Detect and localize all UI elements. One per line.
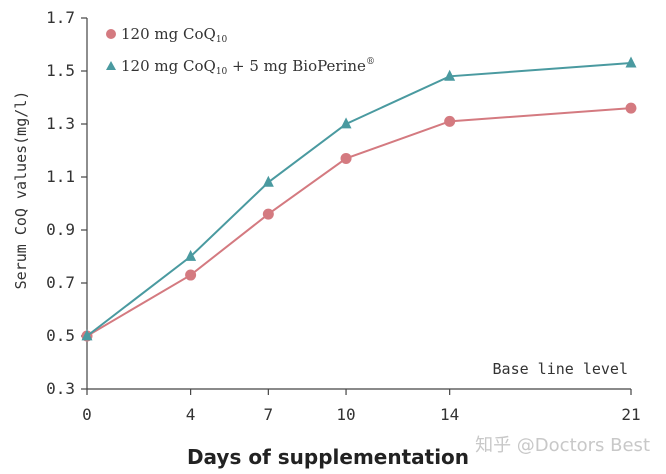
x-tick-label: 21 — [621, 405, 640, 424]
x-axis-title: Days of supplementation — [187, 445, 469, 469]
data-point — [262, 208, 274, 220]
data-point — [185, 249, 197, 261]
y-tick-label: 1.7 — [46, 8, 75, 27]
legend-label-series-2: 120 mg CoQ10 + 5 mg BioPerine® — [121, 57, 375, 77]
series-2 — [81, 56, 637, 341]
y-axis-title: Serum CoQ values(mg/l) — [12, 91, 30, 290]
data-point — [340, 117, 352, 129]
legend-marker-triangle — [106, 61, 116, 70]
x-axis-ticks: 0 4 7 10 14 21 — [82, 389, 641, 424]
y-tick-label: 1.3 — [46, 114, 75, 133]
legend-label-series-1: 120 mg CoQ10 — [121, 25, 228, 45]
baseline-annotation: Base line level — [493, 360, 628, 378]
y-tick-label: 0.3 — [46, 379, 75, 398]
axes — [86, 18, 631, 390]
data-point — [262, 175, 274, 187]
x-tick-label: 10 — [336, 405, 355, 424]
data-point — [81, 329, 93, 341]
watermark: 知乎 @Doctors Best — [475, 435, 650, 456]
legend-label-series-2-sup: ® — [366, 57, 375, 67]
y-tick-label: 0.7 — [46, 273, 75, 292]
legend: 120 mg CoQ10 120 mg CoQ10 + 5 mg BioPeri… — [106, 25, 375, 77]
legend-label-series-1-sub: 10 — [216, 35, 228, 45]
series-1 — [81, 102, 637, 342]
data-point — [625, 102, 637, 114]
x-tick-label: 0 — [82, 405, 92, 424]
y-tick-label: 1.5 — [46, 61, 75, 80]
data-point — [185, 269, 197, 281]
data-point — [444, 69, 456, 81]
legend-label-series-1-main: 120 mg CoQ — [121, 25, 216, 43]
data-point — [625, 56, 637, 68]
x-tick-label: 7 — [264, 405, 274, 424]
x-tick-label: 4 — [186, 405, 196, 424]
series-layer — [81, 56, 637, 342]
legend-label-series-2-main: 120 mg CoQ — [121, 57, 216, 75]
legend-marker-circle — [106, 29, 116, 39]
data-point — [444, 115, 456, 127]
y-tick-label: 0.9 — [46, 220, 75, 239]
y-axis-ticks: 0.3 0.5 0.7 0.9 1.1 1.3 1.5 1.7 — [46, 8, 87, 398]
data-point — [340, 152, 352, 164]
series-1-line — [86, 107, 632, 337]
legend-label-series-2-sub: 10 — [216, 67, 228, 77]
x-tick-label: 14 — [440, 405, 459, 424]
series-2-line — [86, 62, 632, 337]
y-tick-label: 0.5 — [46, 326, 75, 345]
y-tick-label: 1.1 — [46, 167, 75, 186]
legend-label-series-2-tail: + 5 mg BioPerine — [227, 57, 366, 75]
